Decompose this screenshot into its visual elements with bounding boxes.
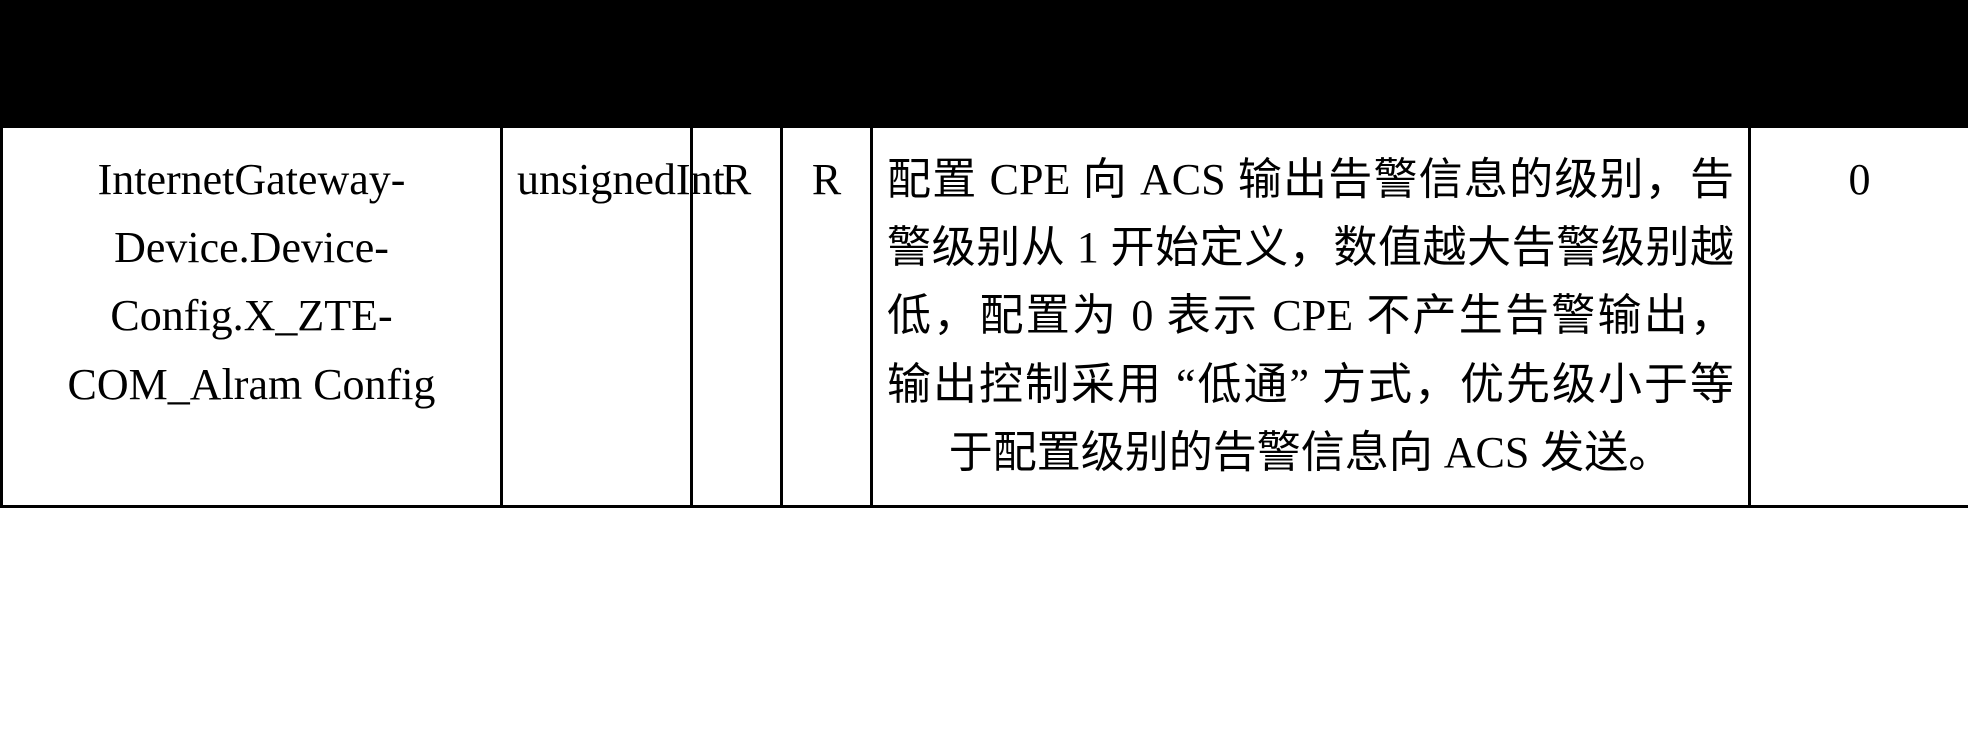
header-cell (692, 2, 782, 127)
param-name-cell: InternetGateway-Device.Device-Config.X_Z… (2, 127, 502, 507)
header-cell (2, 2, 502, 127)
cpe-access-cell: R (782, 127, 872, 507)
table-header-row (2, 2, 1968, 127)
description-cell: 配置 CPE 向 ACS 输出告警信息的级别，告警级别从 1 开始定义，数值越大… (872, 127, 1750, 507)
header-cell (782, 2, 872, 127)
header-cell (1750, 2, 1968, 127)
table-row: InternetGateway-Device.Device-Config.X_Z… (2, 127, 1968, 507)
param-type-cell: unsignedInt (502, 127, 692, 507)
table-wrapper: InternetGateway-Device.Device-Config.X_Z… (0, 0, 1968, 508)
header-cell (872, 2, 1750, 127)
default-cell: 0 (1750, 127, 1968, 507)
parameter-table: InternetGateway-Device.Device-Config.X_Z… (0, 0, 1968, 508)
header-cell (502, 2, 692, 127)
